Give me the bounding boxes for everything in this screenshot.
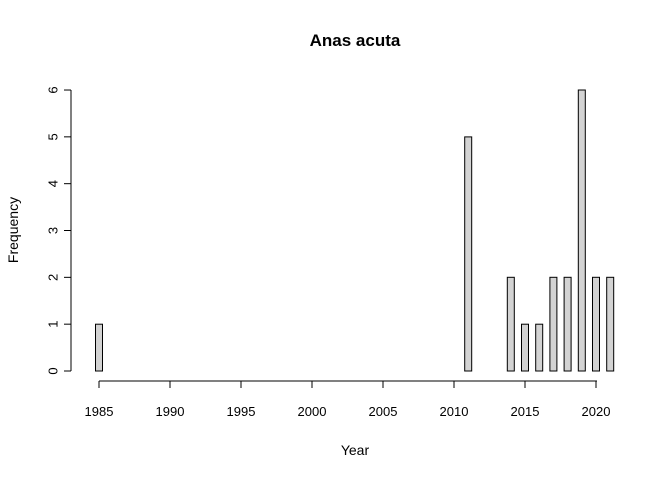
bar-2014 bbox=[506, 276, 515, 372]
x-ticks-group: 1985 1990 1995 2000 2005 2010 2015 2020 bbox=[85, 381, 611, 419]
x-tick-label: 1985 bbox=[85, 404, 114, 419]
y-axis-label: Frequency bbox=[5, 197, 21, 263]
bars-group bbox=[95, 89, 615, 372]
x-tick-label: 2000 bbox=[298, 404, 327, 419]
x-axis-label: Year bbox=[341, 442, 370, 458]
bar-2020 bbox=[592, 276, 600, 372]
y-tick-label: 2 bbox=[46, 274, 61, 281]
x-tick-label: 2005 bbox=[369, 404, 398, 419]
y-tick-label: 0 bbox=[46, 367, 61, 374]
x-tick-label: 2010 bbox=[440, 404, 469, 419]
bar-1985 bbox=[95, 323, 103, 372]
x-tick-label: 2020 bbox=[582, 404, 611, 419]
y-tick-label: 3 bbox=[46, 227, 61, 234]
bar-2017 bbox=[549, 276, 558, 372]
x-tick-label: 1995 bbox=[227, 404, 256, 419]
bar-2021 bbox=[606, 276, 615, 372]
bar-2015 bbox=[521, 323, 529, 372]
bar-2018 bbox=[563, 276, 572, 372]
bar-2016 bbox=[535, 323, 544, 372]
x-tick-label: 2015 bbox=[511, 404, 540, 419]
y-tick-label: 1 bbox=[46, 321, 61, 328]
y-tick-label: 4 bbox=[46, 180, 61, 187]
bar-2019 bbox=[577, 89, 586, 372]
bar-2011 bbox=[464, 136, 473, 372]
y-tick-label: 6 bbox=[46, 86, 61, 93]
y-tick-label: 5 bbox=[46, 133, 61, 140]
chart-title: Anas acuta bbox=[310, 31, 401, 50]
y-ticks-group: 0 1 2 3 4 5 6 bbox=[46, 86, 71, 375]
x-tick-label: 1990 bbox=[156, 404, 185, 419]
